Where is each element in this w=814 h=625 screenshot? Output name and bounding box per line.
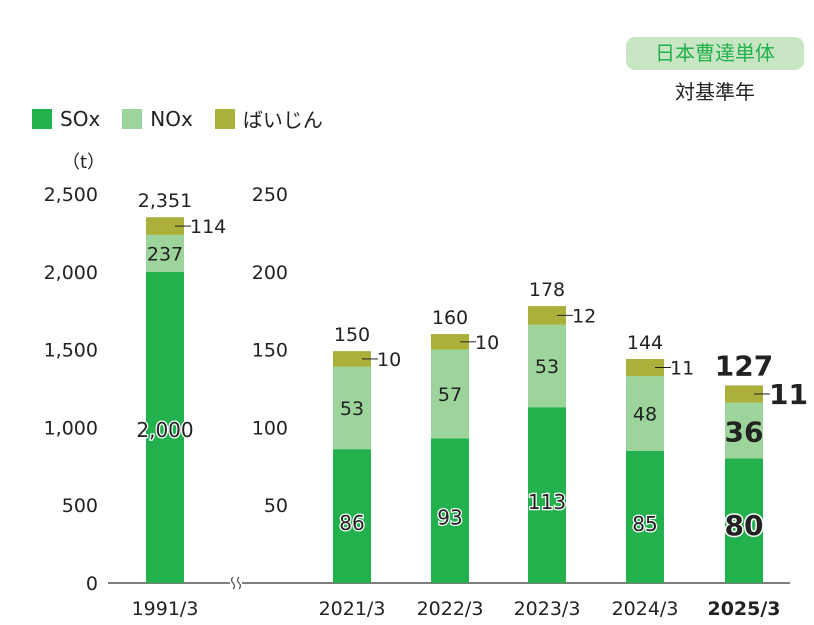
dust-value-label: 10 <box>377 349 401 371</box>
x-axis-category-label: 2021/3 <box>319 598 386 620</box>
bar-nox-2023/3 <box>528 324 566 408</box>
sox-value-label: 80 <box>725 509 764 542</box>
bar-sox-1991/3 <box>146 271 184 583</box>
dust-value-label: 114 <box>190 216 226 238</box>
x-axis-category-label: 2025/3 <box>707 598 780 620</box>
bar-dust-2021/3 <box>333 351 371 367</box>
bar-dust-2025/3 <box>725 385 763 403</box>
legend-label-dust: ばいじん <box>242 108 323 132</box>
unit-label: （t） <box>62 152 106 173</box>
total-label: 160 <box>432 307 468 329</box>
bar-sox-2022/3 <box>431 438 469 583</box>
legend-label-nox: NOx <box>150 106 193 131</box>
legend-swatch-nox <box>122 108 143 129</box>
bar-nox-2022/3 <box>431 349 469 439</box>
bar-dust-2024/3 <box>626 358 664 377</box>
total-label: 150 <box>334 324 370 346</box>
sox-value-label: 85 <box>632 512 657 536</box>
x-axis-category-label: 2024/3 <box>612 598 679 620</box>
nox-value-label: 36 <box>725 416 764 449</box>
x-axis-category-label: 2023/3 <box>514 598 581 620</box>
legend: SOx NOx ばいじん <box>32 104 323 133</box>
axis-break-icon <box>230 576 242 590</box>
sox-value-label: 113 <box>528 490 566 514</box>
sox-value-label: 86 <box>339 511 364 535</box>
bar-dust-2023/3 <box>528 306 566 325</box>
dust-value-label: 11 <box>670 357 694 379</box>
bar-dust-2022/3 <box>431 334 469 350</box>
total-label: 144 <box>627 332 663 354</box>
nox-value-label: 53 <box>340 398 364 420</box>
right-axis-tick-label: 50 <box>264 495 288 517</box>
legend-item-sox: SOx <box>32 107 100 131</box>
nox-value-label: 57 <box>438 384 462 406</box>
right-axis-tick-label: 250 <box>252 184 288 206</box>
dust-value-label: 11 <box>769 378 808 411</box>
sox-value-label: 2,000 <box>136 418 193 442</box>
legend-label-sox: SOx <box>60 106 101 131</box>
legend-swatch-dust <box>214 108 235 129</box>
bar-dust-1991/3 <box>146 217 184 235</box>
legend-swatch-sox <box>32 108 52 129</box>
nox-value-label: 48 <box>633 403 657 425</box>
scope-badge: 日本曹達単体 <box>626 37 804 70</box>
x-axis-category-label: 1991/3 <box>132 598 199 620</box>
bar-sox-2025/3 <box>725 458 763 583</box>
legend-item-dust: ばいじん <box>214 104 323 133</box>
dust-value-label: 10 <box>475 332 499 354</box>
total-label: 178 <box>529 279 565 301</box>
legend-item-nox: NOx <box>122 107 193 131</box>
left-axis-tick-label: 2,000 <box>44 262 98 284</box>
bar-nox-2025/3 <box>725 402 763 459</box>
left-axis-tick-label: 1,000 <box>44 417 98 439</box>
x-axis-category-label: 2022/3 <box>417 598 484 620</box>
axis-break-gap <box>230 579 242 587</box>
baseline-note: 対基準年 <box>675 80 755 104</box>
right-axis-tick-label: 200 <box>252 262 288 284</box>
bar-nox-2021/3 <box>333 366 371 450</box>
dust-value-label: 12 <box>572 305 596 327</box>
right-axis-tick-label: 100 <box>252 417 288 439</box>
bar-sox-2021/3 <box>333 449 371 583</box>
left-axis-tick-label: 1,500 <box>44 340 98 362</box>
nox-value-label: 53 <box>535 356 559 378</box>
sox-value-label: 93 <box>437 506 462 530</box>
left-axis-tick-label: 2,500 <box>44 184 98 206</box>
bar-sox-2023/3 <box>528 407 566 583</box>
bar-nox-2024/3 <box>626 376 664 451</box>
total-label: 127 <box>715 349 773 382</box>
left-axis-tick-label: 500 <box>62 495 98 517</box>
total-label: 2,351 <box>138 190 192 212</box>
left-axis-tick-label: 0 <box>86 573 98 595</box>
nox-value-label: 237 <box>147 243 183 265</box>
bar-sox-2024/3 <box>626 450 664 583</box>
right-axis-tick-label: 150 <box>252 340 288 362</box>
bar-nox-1991/3 <box>146 234 184 272</box>
